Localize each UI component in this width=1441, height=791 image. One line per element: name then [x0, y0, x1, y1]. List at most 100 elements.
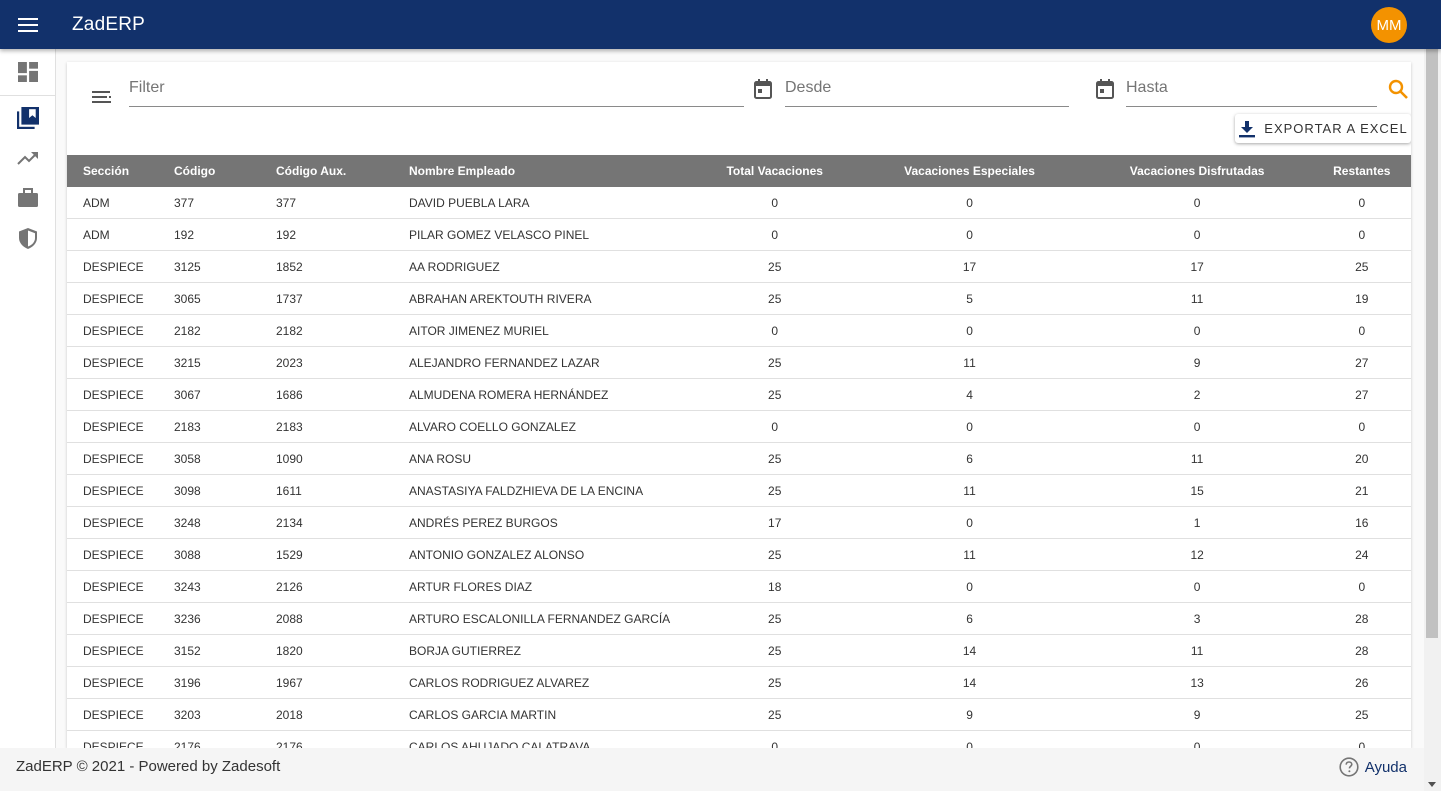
cell-codigo: 3088 [174, 538, 276, 571]
cell-nombre-empleado: CARLOS AHUJADO CALATRAVA [409, 730, 692, 748]
cell-codigo: 3203 [174, 698, 276, 731]
cell-codigo-aux: 2088 [276, 602, 409, 635]
hasta-input[interactable] [1126, 72, 1377, 104]
menu-icon[interactable] [0, 0, 56, 49]
column-header-codigo-aux[interactable]: Código Aux. [276, 164, 347, 178]
table-row[interactable]: DESPIECE 3152 1820 BORJA GUTIERREZ 25 14 11 28 [67, 634, 1411, 667]
cell-vacaciones-disfrutadas: 0 [1081, 410, 1313, 443]
table-row[interactable]: DESPIECE 3125 1852 AA RODRIGUEZ 25 17 17 25 [67, 250, 1411, 283]
calendar-icon[interactable] [1095, 78, 1115, 100]
cell-codigo-aux: 1529 [276, 538, 409, 571]
filter-input[interactable] [129, 72, 744, 104]
filter-list-icon[interactable] [91, 86, 113, 108]
scroll-down-arrow[interactable] [1428, 782, 1436, 787]
top-app-bar: ZadERP MM [0, 0, 1441, 49]
table-row[interactable]: DESPIECE 3243 2126 ARTUR FLORES DIAZ 18 0 0 0 [67, 570, 1411, 603]
desde-input[interactable] [785, 72, 1069, 104]
cell-nombre-empleado: ANTONIO GONZALEZ ALONSO [409, 538, 692, 571]
export-excel-button[interactable]: EXPORTAR A EXCEL [1235, 114, 1411, 143]
cell-total-vacaciones: 25 [692, 346, 858, 379]
table-row[interactable]: DESPIECE 2183 2183 ALVARO COELLO GONZALEZ 0 0… [67, 410, 1411, 443]
cell-vacaciones-especiales: 0 [857, 730, 1082, 748]
help-icon [1339, 757, 1359, 777]
desde-field[interactable] [785, 72, 1069, 107]
cell-codigo: 3125 [174, 250, 276, 283]
hasta-field[interactable] [1126, 72, 1377, 107]
cell-nombre-empleado: ALEJANDRO FERNANDEZ LAZAR [409, 346, 692, 379]
cell-codigo: 3067 [174, 378, 276, 411]
cell-vacaciones-disfrutadas: 1 [1081, 506, 1313, 539]
cell-seccion: DESPIECE [67, 442, 174, 475]
calendar-icon[interactable] [753, 78, 773, 100]
cell-total-vacaciones: 25 [692, 666, 858, 699]
cell-vacaciones-especiales: 14 [857, 634, 1082, 667]
search-icon[interactable] [1387, 78, 1409, 100]
briefcase-icon [17, 188, 38, 207]
cell-nombre-empleado: DAVID PUEBLA LARA [409, 187, 692, 219]
sidebar-item-library[interactable] [0, 98, 55, 138]
table-row[interactable]: DESPIECE 3248 2134 ANDRÉS PEREZ BURGOS 17 0 1 1… [67, 506, 1411, 539]
cell-total-vacaciones: 0 [692, 730, 858, 748]
filter-field[interactable] [129, 72, 744, 107]
column-header-vacaciones-especiales[interactable]: Vacaciones Especiales [904, 164, 1035, 178]
cell-vacaciones-especiales: 0 [857, 218, 1082, 251]
table-row[interactable]: ADM 192 192 PILAR GOMEZ VELASCO PINEL 0 0 0 0 [67, 218, 1411, 251]
cell-codigo: 2176 [174, 730, 276, 748]
cell-codigo-aux: 2182 [276, 314, 409, 347]
table-row[interactable]: DESPIECE 3088 1529 ANTONIO GONZALEZ ALONSO 2… [67, 538, 1411, 571]
cell-total-vacaciones: 25 [692, 282, 858, 315]
table-row[interactable]: DESPIECE 3236 2088 ARTURO ESCALONILLA FERNA… [67, 602, 1411, 635]
cell-seccion: ADM [67, 187, 174, 219]
column-header-nombre-empleado[interactable]: Nombre Empleado [409, 164, 516, 178]
table-row[interactable]: DESPIECE 2176 2176 CARLOS AHUJADO CALATRAVA… [67, 730, 1411, 748]
cell-vacaciones-especiales: 17 [857, 250, 1082, 283]
cell-vacaciones-especiales: 6 [857, 442, 1082, 475]
cell-vacaciones-disfrutadas: 11 [1081, 442, 1313, 475]
table-row[interactable]: ADM 377 377 DAVID PUEBLA LARA 0 0 0 0 [67, 187, 1411, 219]
table-row[interactable]: DESPIECE 3058 1090 ANA ROSU 25 6 11 20 [67, 442, 1411, 475]
table-row[interactable]: DESPIECE 3098 1611 ANASTASIYA FALDZHIEVA DE… [67, 474, 1411, 507]
cell-restantes: 20 [1312, 442, 1411, 475]
table-row[interactable]: DESPIECE 2182 2182 AITOR JIMENEZ MURIEL 0 0 0 0 [67, 314, 1411, 347]
cell-vacaciones-especiales: 14 [857, 666, 1082, 699]
table-row[interactable]: DESPIECE 3203 2018 CARLOS GARCIA MARTIN 25 9 9… [67, 698, 1411, 731]
sidebar-item-dashboard[interactable] [0, 49, 55, 96]
cell-vacaciones-especiales: 4 [857, 378, 1082, 411]
cell-total-vacaciones: 17 [692, 506, 858, 539]
page-scrollbar[interactable] [1424, 0, 1441, 791]
column-header-codigo[interactable]: Código [174, 164, 216, 178]
cell-codigo-aux: 2023 [276, 346, 409, 379]
table-row[interactable]: DESPIECE 3065 1737 ABRAHAN AREKTOUTH RIVERA… [67, 282, 1411, 315]
column-header-total-vacaciones[interactable]: Total Vacaciones [726, 164, 823, 178]
sidebar-item-work[interactable] [0, 178, 55, 218]
help-link[interactable]: Ayuda [1339, 757, 1407, 777]
cell-vacaciones-especiales: 9 [857, 698, 1082, 731]
cell-vacaciones-especiales: 11 [857, 346, 1082, 379]
sidebar-item-trending[interactable] [0, 138, 55, 178]
user-avatar[interactable]: MM [1371, 7, 1407, 43]
cell-vacaciones-disfrutadas: 11 [1081, 282, 1313, 315]
download-icon [1239, 120, 1256, 137]
column-header-restantes[interactable]: Restantes [1333, 164, 1391, 178]
cell-seccion: DESPIECE [67, 250, 174, 283]
cell-codigo-aux: 377 [276, 187, 409, 219]
cell-codigo: 3065 [174, 282, 276, 315]
main-card: EXPORTAR A EXCEL Sección Código Código A… [67, 62, 1411, 748]
cell-codigo-aux: 1737 [276, 282, 409, 315]
cell-nombre-empleado: ALVARO COELLO GONZALEZ [409, 410, 692, 443]
cell-restantes: 27 [1312, 346, 1411, 379]
table-row[interactable]: DESPIECE 3196 1967 CARLOS RODRIGUEZ ALVAREZ… [67, 666, 1411, 699]
scrollbar-thumb[interactable] [1426, 10, 1438, 638]
table-row[interactable]: DESPIECE 3067 1686 ALMUDENA ROMERA HERNÁNDE… [67, 378, 1411, 411]
sidebar-item-security[interactable] [0, 218, 55, 258]
cell-restantes: 25 [1312, 698, 1411, 731]
cell-codigo-aux: 192 [276, 218, 409, 251]
cell-restantes: 0 [1312, 218, 1411, 251]
column-header-seccion[interactable]: Sección [83, 164, 130, 178]
cell-vacaciones-especiales: 5 [857, 282, 1082, 315]
cell-seccion: DESPIECE [67, 570, 174, 603]
column-header-vacaciones-disfrutadas[interactable]: Vacaciones Disfrutadas [1129, 164, 1265, 178]
cell-restantes: 26 [1312, 666, 1411, 699]
cell-seccion: DESPIECE [67, 634, 174, 667]
table-row[interactable]: DESPIECE 3215 2023 ALEJANDRO FERNANDEZ LAZA… [67, 346, 1411, 379]
